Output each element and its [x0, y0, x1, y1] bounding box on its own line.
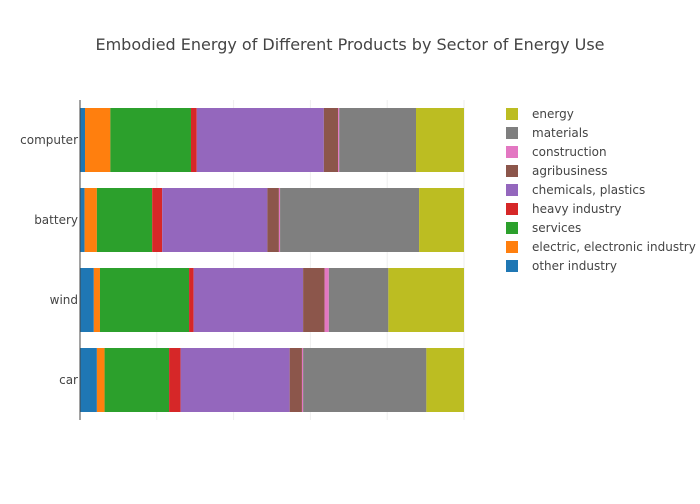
bar-segment[interactable]: [180, 348, 290, 412]
bar-segment[interactable]: [190, 108, 197, 172]
legend-swatch[interactable]: [506, 146, 518, 158]
legend-label[interactable]: energy: [532, 107, 574, 121]
legend-label[interactable]: construction: [532, 145, 607, 159]
bar-segment[interactable]: [303, 348, 427, 412]
y-axis-tick-labels: computer battery wind car: [20, 133, 78, 387]
legend-swatch[interactable]: [506, 203, 518, 215]
legend-label[interactable]: heavy industry: [532, 202, 622, 216]
bar-segment[interactable]: [426, 348, 464, 412]
bar-segment[interactable]: [280, 188, 420, 252]
bar-segment[interactable]: [96, 188, 153, 252]
legend-label[interactable]: materials: [532, 126, 588, 140]
bar-segment[interactable]: [419, 188, 464, 252]
bar-segment[interactable]: [80, 268, 94, 332]
bar-segment[interactable]: [324, 268, 329, 332]
bar-segment[interactable]: [162, 188, 268, 252]
bar-segment[interactable]: [267, 188, 279, 252]
legend-swatch[interactable]: [506, 222, 518, 234]
category-label: wind: [50, 293, 78, 307]
legend-swatch[interactable]: [506, 260, 518, 272]
legend-label[interactable]: services: [532, 221, 581, 235]
legend-label[interactable]: chemicals, plastics: [532, 183, 645, 197]
legend: energy materials construction agribusiness c…: [506, 107, 696, 273]
bars: [80, 108, 464, 412]
bar-segment[interactable]: [323, 108, 339, 172]
bar-segment[interactable]: [169, 348, 181, 412]
legend-swatch[interactable]: [506, 108, 518, 120]
legend-swatch[interactable]: [506, 184, 518, 196]
category-label: computer: [20, 133, 78, 147]
bar-segment[interactable]: [338, 108, 340, 172]
bar-segment[interactable]: [104, 348, 170, 412]
bar-segment[interactable]: [152, 188, 163, 252]
bar-segment[interactable]: [301, 348, 304, 412]
legend-label[interactable]: agribusiness: [532, 164, 608, 178]
legend-label[interactable]: electric, electronic industry: [532, 240, 696, 254]
legend-swatch[interactable]: [506, 241, 518, 253]
bar-segment[interactable]: [80, 108, 85, 172]
bar-segment[interactable]: [289, 348, 302, 412]
bar-segment[interactable]: [84, 108, 111, 172]
bar-segment[interactable]: [278, 188, 281, 252]
bar-segment[interactable]: [96, 348, 105, 412]
bar-segment[interactable]: [303, 268, 325, 332]
legend-label[interactable]: other industry: [532, 259, 617, 273]
bar-segment[interactable]: [328, 268, 389, 332]
bar-segment[interactable]: [99, 268, 190, 332]
bar-segment[interactable]: [339, 108, 416, 172]
bar-segment[interactable]: [80, 188, 85, 252]
bar-segment[interactable]: [84, 188, 97, 252]
bar-segment[interactable]: [196, 108, 324, 172]
category-label: battery: [34, 213, 78, 227]
bar-segment[interactable]: [416, 108, 464, 172]
bar-segment[interactable]: [110, 108, 191, 172]
bar-segment[interactable]: [93, 268, 100, 332]
bar-segment[interactable]: [193, 268, 304, 332]
legend-swatch[interactable]: [506, 127, 518, 139]
bar-segment[interactable]: [388, 268, 464, 332]
chart-title: Embodied Energy of Different Products by…: [95, 35, 604, 54]
legend-swatch[interactable]: [506, 165, 518, 177]
category-label: car: [59, 373, 78, 387]
bar-segment[interactable]: [80, 348, 97, 412]
bar-segment[interactable]: [189, 268, 194, 332]
